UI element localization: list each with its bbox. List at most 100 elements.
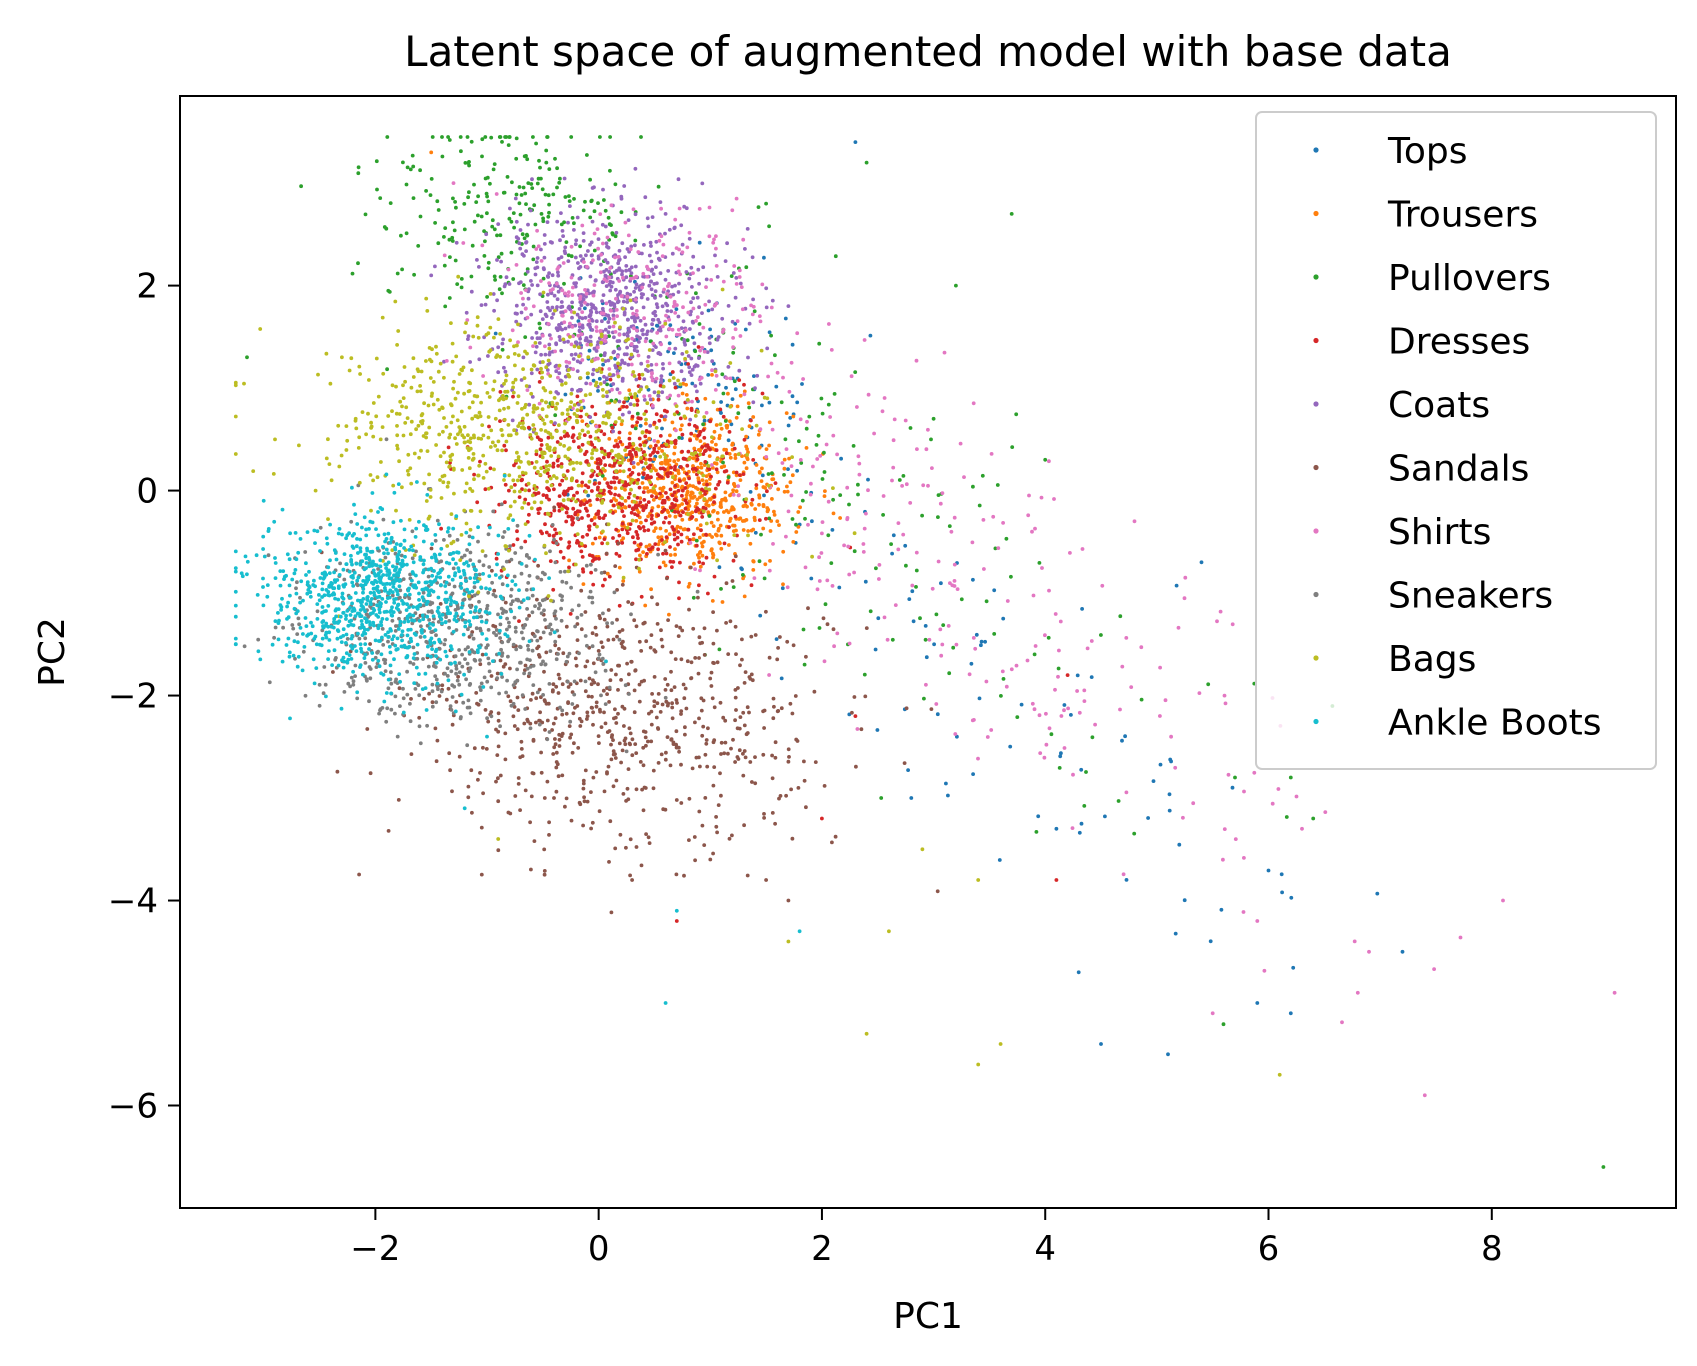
data-point [538, 710, 542, 715]
data-point [511, 277, 516, 281]
data-point [606, 608, 611, 612]
data-point [696, 345, 701, 349]
data-point [691, 537, 695, 542]
data-point [730, 833, 734, 838]
data-point [770, 427, 775, 432]
data-point [363, 636, 368, 641]
data-point [504, 448, 508, 453]
data-point [707, 336, 712, 340]
data-point [532, 203, 537, 208]
data-point [542, 255, 547, 260]
data-point [456, 432, 460, 437]
data-point [819, 551, 824, 555]
data-point [588, 215, 593, 220]
data-point [599, 446, 604, 451]
data-point [540, 375, 544, 380]
data-point [558, 482, 562, 487]
data-point [601, 394, 606, 398]
data-point [619, 194, 624, 199]
data-point [578, 254, 583, 258]
data-point [1252, 770, 1257, 775]
data-point [416, 244, 421, 248]
data-point [728, 619, 733, 624]
data-point [876, 616, 881, 621]
data-point [629, 355, 633, 360]
data-point [589, 302, 594, 307]
data-point [779, 676, 784, 681]
data-point [1169, 734, 1173, 739]
data-point [741, 573, 745, 577]
data-point [492, 274, 497, 279]
data-point [620, 527, 625, 532]
data-point [614, 268, 619, 273]
data-point [665, 395, 670, 400]
data-point [462, 597, 467, 602]
data-point [1079, 821, 1084, 826]
data-point [900, 484, 904, 488]
data-point [609, 757, 614, 762]
data-point [557, 371, 562, 376]
data-point [655, 331, 660, 335]
data-point [522, 236, 527, 241]
data-point [572, 310, 577, 315]
data-point [529, 698, 533, 702]
data-point [633, 286, 638, 290]
data-point [1057, 766, 1062, 770]
data-point [605, 571, 610, 576]
data-point [642, 243, 646, 247]
data-point [733, 624, 738, 629]
data-point [656, 761, 661, 765]
data-point [590, 359, 594, 364]
data-point [541, 493, 546, 497]
data-point [641, 507, 646, 511]
data-point [483, 239, 487, 244]
data-point [687, 276, 692, 281]
data-point [437, 432, 442, 437]
data-point [438, 361, 443, 366]
data-point [384, 437, 389, 442]
data-point [580, 310, 585, 314]
data-point [512, 574, 517, 579]
data-point [758, 319, 763, 324]
data-point [620, 241, 625, 246]
data-point [496, 799, 501, 804]
data-point [405, 669, 409, 674]
data-point [630, 306, 634, 311]
data-point [676, 458, 681, 462]
data-point [687, 365, 692, 370]
data-point [738, 334, 743, 338]
data-point [579, 541, 584, 546]
data-point [693, 858, 697, 863]
data-point [642, 498, 647, 502]
data-point [534, 330, 539, 335]
data-point [677, 263, 682, 268]
data-point [505, 175, 510, 179]
data-point [699, 465, 704, 470]
data-point [667, 346, 672, 351]
data-point [528, 665, 533, 669]
data-point [754, 463, 759, 467]
data-point [496, 317, 501, 321]
data-point [791, 540, 796, 544]
data-point [513, 625, 518, 630]
data-point [667, 317, 672, 322]
data-point [770, 776, 775, 781]
data-point [383, 661, 387, 665]
data-point [563, 245, 568, 250]
data-point [634, 452, 638, 457]
data-point [466, 433, 470, 438]
data-point [552, 487, 556, 492]
data-point [733, 484, 737, 489]
data-point [698, 764, 702, 769]
data-point [726, 365, 731, 369]
data-point [513, 377, 518, 382]
data-point [649, 633, 654, 637]
data-point [531, 423, 536, 427]
data-point [656, 390, 661, 395]
data-point [931, 416, 936, 421]
data-point [515, 450, 519, 455]
data-point [539, 750, 543, 755]
data-point [550, 305, 555, 310]
data-point [757, 495, 762, 500]
data-point [590, 372, 595, 377]
